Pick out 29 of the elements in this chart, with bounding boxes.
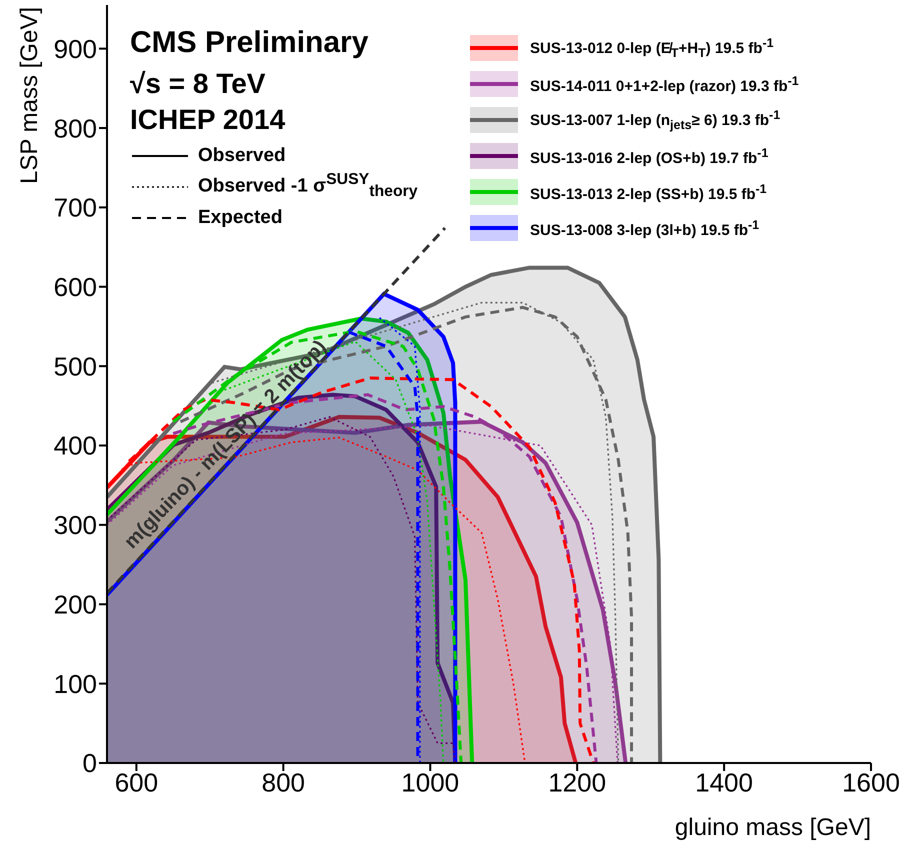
annotation: ICHEP 2014 xyxy=(130,104,286,136)
y-tick-label: 400 xyxy=(54,430,97,461)
x-tick-label: 1400 xyxy=(695,767,753,798)
text: √s = 8 TeV xyxy=(130,68,266,100)
y-tick-label: 700 xyxy=(54,192,97,223)
y-tick-label: 500 xyxy=(54,351,97,382)
legend-label: SUS-13-013 2-lep (SS+b) 19.5 fb$^{-1}$ xyxy=(530,182,767,202)
x-tick-label: 800 xyxy=(262,767,306,798)
y-tick-label: 100 xyxy=(54,668,97,699)
legend-label: SUS-14-011 0+1+2-lep (razor) 19.3 fb$^{-1}$ xyxy=(530,74,799,94)
text: CMS Preliminary xyxy=(130,26,370,60)
x-tick-label: 1000 xyxy=(401,767,460,798)
annotation: Expected xyxy=(198,206,282,228)
y-tick-label: 900 xyxy=(54,34,97,64)
y-tick-label: 300 xyxy=(54,510,97,540)
y-axis-title: LSP mass [GeV] xyxy=(16,7,43,184)
legend-label: SUS-13-008 3-lep (3l+b) 19.5 fb$^{-1}$ xyxy=(530,218,760,238)
y-tick-label: 600 xyxy=(54,272,97,302)
x-tick-label: 1200 xyxy=(548,767,606,798)
annotation: Observed xyxy=(198,144,286,166)
x-tick-label: 1600 xyxy=(842,767,900,798)
legend-label: SUS-13-012 0-lep (E̸$_{T}$+H$_{T}$) 19.5 fb$^{-1}$ xyxy=(530,36,774,60)
y-tick-label: 800 xyxy=(54,113,97,144)
y-tick-label: 200 xyxy=(54,589,97,620)
legend-label: SUS-13-016 2-lep (OS+b) 19.7 fb$^{-1}$ xyxy=(530,146,768,166)
x-tick-label: 600 xyxy=(114,767,158,798)
x-axis-title: gluino mass [GeV] xyxy=(674,814,871,841)
legend-label: SUS-13-007 1-lep (n$_{jets}$≥ 6) 19.3 fb$^{-1}$ xyxy=(530,108,780,132)
y-tick-label: 0 xyxy=(82,748,97,778)
